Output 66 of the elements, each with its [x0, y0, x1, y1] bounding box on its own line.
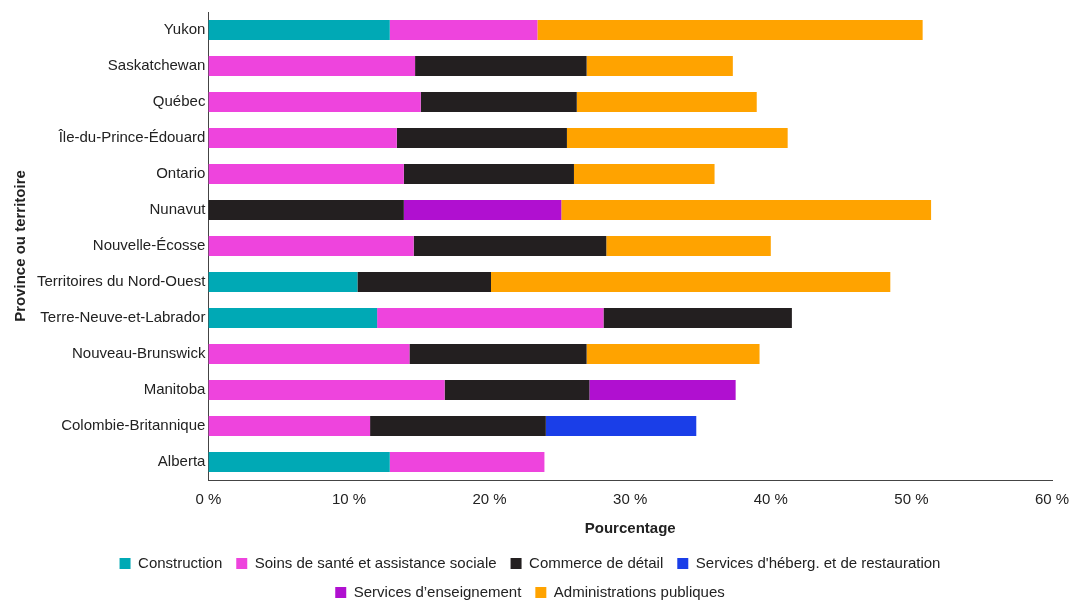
- bar: [208, 308, 378, 328]
- bar: [208, 56, 416, 76]
- bar: [409, 344, 587, 364]
- bar: [603, 308, 792, 328]
- bar: [208, 92, 421, 112]
- y-tick-label: Alberta: [157, 452, 207, 470]
- bar: [208, 344, 410, 364]
- x-axis-title: Pourcentage: [584, 519, 676, 537]
- legend-label: Soins de santé et assistance sociale: [254, 553, 497, 571]
- legend-label: Administrations publiques: [553, 582, 725, 600]
- bar: [403, 200, 562, 220]
- bar: [208, 128, 397, 148]
- y-axis-title: Province ou territoire: [11, 170, 29, 322]
- y-tick-label: Yukon: [163, 20, 206, 38]
- bar: [208, 236, 414, 256]
- y-tick-label: Territoires du Nord-Ouest: [36, 272, 207, 290]
- bar: [537, 20, 923, 40]
- y-tick-label: Île-du-Prince-Édouard: [57, 128, 206, 146]
- legend-label: Services d’enseignement: [353, 582, 523, 600]
- x-tick-label: 60 %: [1034, 490, 1070, 508]
- bar: [589, 380, 736, 400]
- y-tick-label: Québec: [152, 92, 206, 110]
- legend-label: Services d'héberg. et de restauration: [695, 553, 941, 571]
- bar: [208, 200, 404, 220]
- x-tick-label: 10 %: [331, 490, 367, 508]
- x-tick-label: 40 %: [753, 490, 788, 508]
- legend-label: Construction: [138, 553, 223, 571]
- bar: [389, 20, 538, 40]
- bar: [413, 236, 607, 256]
- bar: [545, 416, 697, 436]
- y-tick-label: Nunavut: [149, 200, 207, 218]
- y-tick-label: Saskatchewan: [107, 56, 206, 74]
- bar: [389, 452, 545, 472]
- y-tick-label: Nouvelle-Écosse: [92, 236, 206, 254]
- y-tick-label: Ontario: [156, 164, 206, 182]
- bar: [208, 452, 390, 472]
- y-tick-label: Nouveau-Brunswick: [72, 344, 206, 362]
- bar: [377, 308, 604, 328]
- legend-label: Commerce de détail: [529, 553, 664, 571]
- bar: [573, 164, 715, 184]
- bar: [208, 164, 404, 184]
- x-tick-label: 30 %: [613, 490, 648, 508]
- bar: [586, 344, 760, 364]
- bar: [208, 20, 390, 40]
- bar: [357, 272, 491, 292]
- bar: [403, 164, 574, 184]
- x-tick-label: 20 %: [472, 490, 507, 508]
- bar: [370, 416, 546, 436]
- bar: [208, 272, 358, 292]
- bar: [444, 380, 590, 400]
- bar: [415, 56, 587, 76]
- bar: [208, 380, 445, 400]
- bar: [606, 236, 771, 256]
- bar: [208, 416, 371, 436]
- bar: [566, 128, 788, 148]
- y-tick-label: Terre-Neuve-et-Labrador: [40, 308, 206, 326]
- bar: [491, 272, 891, 292]
- x-tick-label: 0 %: [195, 490, 222, 508]
- bar: [576, 92, 757, 112]
- bar: [586, 56, 733, 76]
- bar: [561, 200, 932, 220]
- y-tick-label: Manitoba: [143, 380, 207, 398]
- y-tick-label: Colombie-Britannique: [61, 416, 206, 434]
- bar: [420, 92, 577, 112]
- bar: [396, 128, 567, 148]
- x-tick-label: 50 %: [894, 490, 929, 508]
